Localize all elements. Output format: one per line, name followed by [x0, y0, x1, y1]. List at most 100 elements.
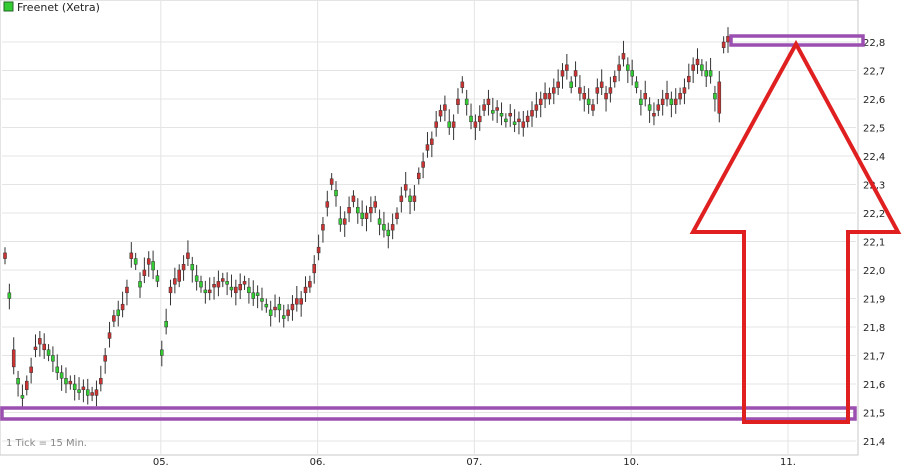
candle	[216, 270, 221, 297]
candle	[660, 89, 665, 116]
candle-body	[42, 343, 46, 351]
candle-body	[569, 81, 573, 88]
candle-body	[373, 201, 377, 208]
candle	[565, 53, 569, 80]
candle-body	[260, 298, 264, 302]
candle	[499, 102, 504, 126]
candle-body	[338, 218, 343, 225]
candle	[286, 304, 290, 322]
candle	[604, 85, 608, 112]
candle	[617, 55, 621, 82]
candle-body	[386, 229, 391, 237]
candle	[652, 102, 656, 126]
candle-body	[81, 386, 86, 390]
candle	[64, 367, 68, 394]
candle-body	[556, 81, 560, 88]
candle-body	[146, 258, 151, 265]
candle	[473, 114, 478, 141]
candle-body	[660, 98, 665, 105]
candle-body	[412, 195, 417, 202]
candle	[682, 78, 687, 105]
candle	[190, 256, 195, 283]
candle-body	[460, 81, 465, 88]
candle-body	[190, 264, 195, 271]
candle	[386, 222, 391, 249]
candle	[569, 76, 573, 94]
candle-body	[46, 349, 51, 356]
candle-body	[634, 81, 639, 88]
plot-background	[0, 0, 859, 456]
candle	[438, 104, 443, 122]
candle	[538, 91, 543, 118]
candle-body	[151, 261, 155, 271]
candle	[173, 267, 177, 294]
candle-body	[299, 298, 303, 305]
candle	[356, 198, 360, 224]
candle-body	[255, 292, 260, 296]
candle	[552, 78, 556, 105]
candle	[321, 216, 325, 243]
candle-body	[617, 64, 621, 71]
candle-body	[408, 195, 412, 202]
candle-body	[691, 64, 695, 71]
candle	[247, 277, 251, 304]
candle-body	[281, 315, 286, 319]
candle	[647, 97, 652, 123]
candle	[456, 88, 460, 114]
candle	[99, 365, 103, 392]
candle-body	[155, 275, 160, 282]
candle-body	[495, 107, 499, 111]
candle-body	[234, 286, 238, 294]
candle-body	[168, 286, 173, 294]
candle	[264, 298, 269, 313]
candle	[177, 264, 181, 288]
candle-body	[329, 178, 334, 185]
candle-body	[704, 70, 708, 77]
candle	[525, 110, 530, 128]
candle	[477, 105, 482, 131]
candle	[281, 304, 286, 328]
candle	[416, 167, 421, 185]
candle	[469, 103, 473, 130]
candle	[299, 291, 303, 317]
candle	[669, 91, 674, 118]
candle	[51, 346, 55, 373]
candle-body	[277, 303, 282, 311]
candle	[133, 252, 138, 270]
y-tick-label: 21,4	[863, 437, 885, 448]
candle-body	[456, 98, 460, 105]
candle	[573, 61, 578, 88]
candle-body	[395, 212, 399, 219]
candle-body	[608, 87, 613, 94]
candle	[151, 250, 155, 280]
candle-body	[207, 289, 212, 294]
candle	[103, 348, 107, 374]
candle	[308, 275, 312, 293]
candle	[38, 330, 42, 357]
candle-body	[251, 292, 256, 299]
candle	[508, 104, 513, 127]
candle-body	[125, 286, 129, 294]
candle-body	[534, 104, 539, 111]
candle-body	[142, 269, 147, 276]
candle-body	[599, 81, 604, 88]
candle-body	[491, 110, 495, 114]
y-tick-label: 21,9	[863, 295, 885, 306]
candle-body	[578, 87, 582, 94]
candle-body	[586, 98, 591, 105]
candle-body	[512, 121, 517, 125]
y-tick-labels: 21,421,521,621,721,821,922,022,122,222,3…	[863, 38, 885, 448]
candle	[260, 287, 264, 311]
candle-body	[517, 118, 521, 123]
candle-body	[573, 70, 578, 77]
candle	[155, 270, 160, 288]
candle-body	[303, 286, 308, 294]
candle-body	[425, 144, 430, 151]
candle	[630, 59, 634, 86]
candle-body	[25, 380, 29, 390]
candle-body	[656, 104, 661, 111]
candle-body	[369, 207, 373, 214]
candle	[168, 279, 173, 306]
candle	[464, 89, 469, 116]
candle	[194, 264, 199, 291]
